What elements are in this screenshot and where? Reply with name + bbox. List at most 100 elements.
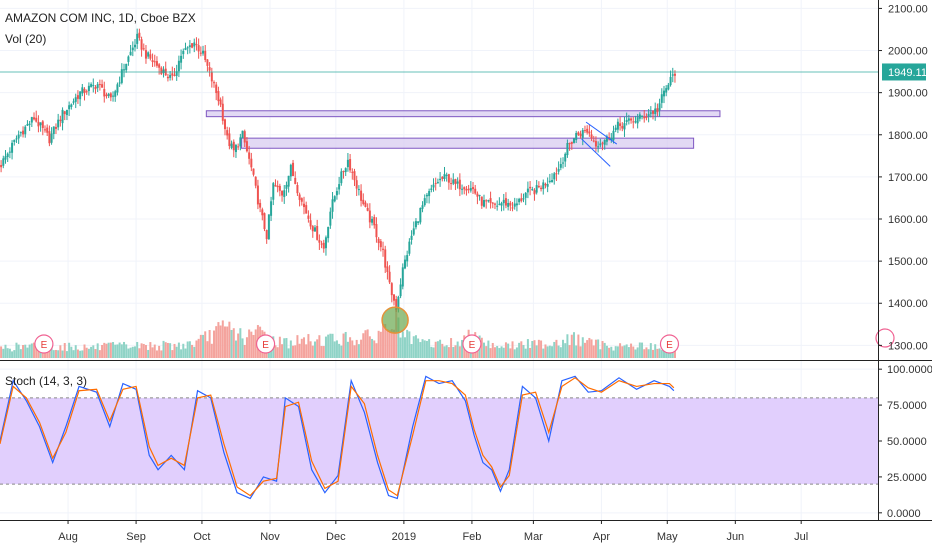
price-tick-label: 1300.00	[888, 340, 928, 352]
candle-body	[467, 188, 470, 190]
candle-body	[248, 152, 251, 159]
candle-body	[419, 207, 422, 223]
volume-bar	[103, 342, 106, 358]
candle-body	[544, 183, 547, 186]
candles[interactable]	[0, 28, 676, 313]
candle-body	[450, 183, 453, 185]
volume-bar	[583, 342, 586, 358]
candle-body	[215, 84, 218, 94]
stoch-band	[0, 397, 878, 485]
symbol-title[interactable]: AMAZON COM INC, 1D, Cboe BZX	[5, 11, 196, 25]
volume-bar	[656, 348, 659, 358]
volume-bar	[61, 350, 64, 358]
candle-body	[221, 103, 224, 121]
volume-bar	[208, 329, 211, 358]
candle-body	[103, 89, 106, 97]
volume-bar	[30, 343, 33, 358]
earnings-marker-circle	[462, 334, 482, 354]
volume-bar	[386, 329, 389, 358]
candle-body	[232, 141, 235, 151]
earnings-marker-circle	[255, 334, 276, 354]
volume-bar	[441, 343, 444, 358]
volume-bar	[70, 346, 73, 358]
candle-body	[17, 134, 20, 139]
price-tick-label: 2000.00	[888, 46, 928, 58]
candle-body	[583, 130, 586, 132]
volume-bar	[98, 350, 101, 358]
volume-bar	[414, 335, 417, 358]
candle-body	[48, 131, 51, 144]
volume-bar	[4, 344, 7, 358]
candle-body	[140, 39, 143, 50]
candle-body	[406, 255, 409, 262]
volume-bar	[311, 345, 314, 358]
volume-bar	[206, 341, 209, 358]
volume-bar	[94, 349, 97, 358]
candle-body	[423, 198, 426, 206]
candle-body	[125, 63, 128, 71]
candle-body	[285, 184, 288, 189]
volume-bar	[575, 345, 578, 358]
candle-body	[96, 84, 99, 88]
volume-bar	[83, 344, 86, 358]
volume-bar	[605, 345, 608, 358]
candle-body	[237, 146, 240, 148]
volume-bar	[493, 347, 496, 358]
volume-bar	[524, 348, 527, 358]
volume-bar	[612, 350, 615, 358]
candle-body	[129, 51, 132, 56]
candle-body	[204, 50, 207, 60]
candle-body	[572, 138, 575, 143]
candle-body	[638, 114, 641, 119]
candle-body	[553, 173, 556, 180]
volume-bar	[243, 344, 246, 358]
candle-body	[592, 140, 595, 142]
highlight-layer[interactable]	[381, 306, 409, 334]
volume-bar	[634, 349, 637, 358]
volume-bar	[366, 329, 369, 358]
highlight-circle	[381, 306, 409, 334]
price-tick-label: 2100.00	[888, 3, 928, 15]
earnings-marker: E	[255, 334, 276, 354]
candle-body	[81, 87, 84, 94]
candle-body	[472, 187, 475, 190]
price-tick-label: 1600.00	[888, 214, 928, 226]
candle-body	[487, 200, 490, 202]
earnings-marker-label: E	[469, 340, 476, 351]
candle-body	[320, 243, 323, 245]
price-tick-label: 1500.00	[888, 256, 928, 268]
volume-bar	[533, 340, 536, 358]
stoch-d-line	[0, 377, 675, 497]
candle-body	[575, 132, 578, 141]
volume-bar	[570, 334, 573, 358]
candle-body	[267, 214, 270, 240]
volume-bar	[136, 341, 139, 358]
candle-body	[542, 182, 545, 190]
candle-body	[669, 76, 672, 86]
volume-label[interactable]: Vol (20)	[5, 32, 46, 46]
volume-bar	[281, 344, 284, 358]
volume-bar	[162, 340, 165, 358]
volume-bar	[158, 345, 161, 358]
candle-body	[612, 130, 615, 141]
volume-bar	[450, 338, 453, 358]
volume-bar	[436, 341, 439, 358]
candle-body	[564, 153, 567, 162]
candle-body	[265, 230, 268, 240]
candle-body	[15, 138, 18, 140]
candle-body	[340, 171, 343, 184]
candle-body	[465, 188, 468, 191]
volume-bar	[641, 342, 644, 358]
trendlines[interactable]	[581, 121, 618, 167]
volume-bar	[390, 329, 393, 358]
stoch-label[interactable]: Stoch (14, 3, 3)	[5, 374, 87, 388]
candle-body	[37, 121, 40, 127]
volume-bar	[234, 340, 237, 358]
volume-bar	[531, 341, 534, 358]
candle-body	[410, 235, 413, 240]
resistance-zones[interactable]	[205, 110, 721, 149]
volume-bar	[439, 339, 442, 358]
candle-body	[303, 203, 306, 208]
